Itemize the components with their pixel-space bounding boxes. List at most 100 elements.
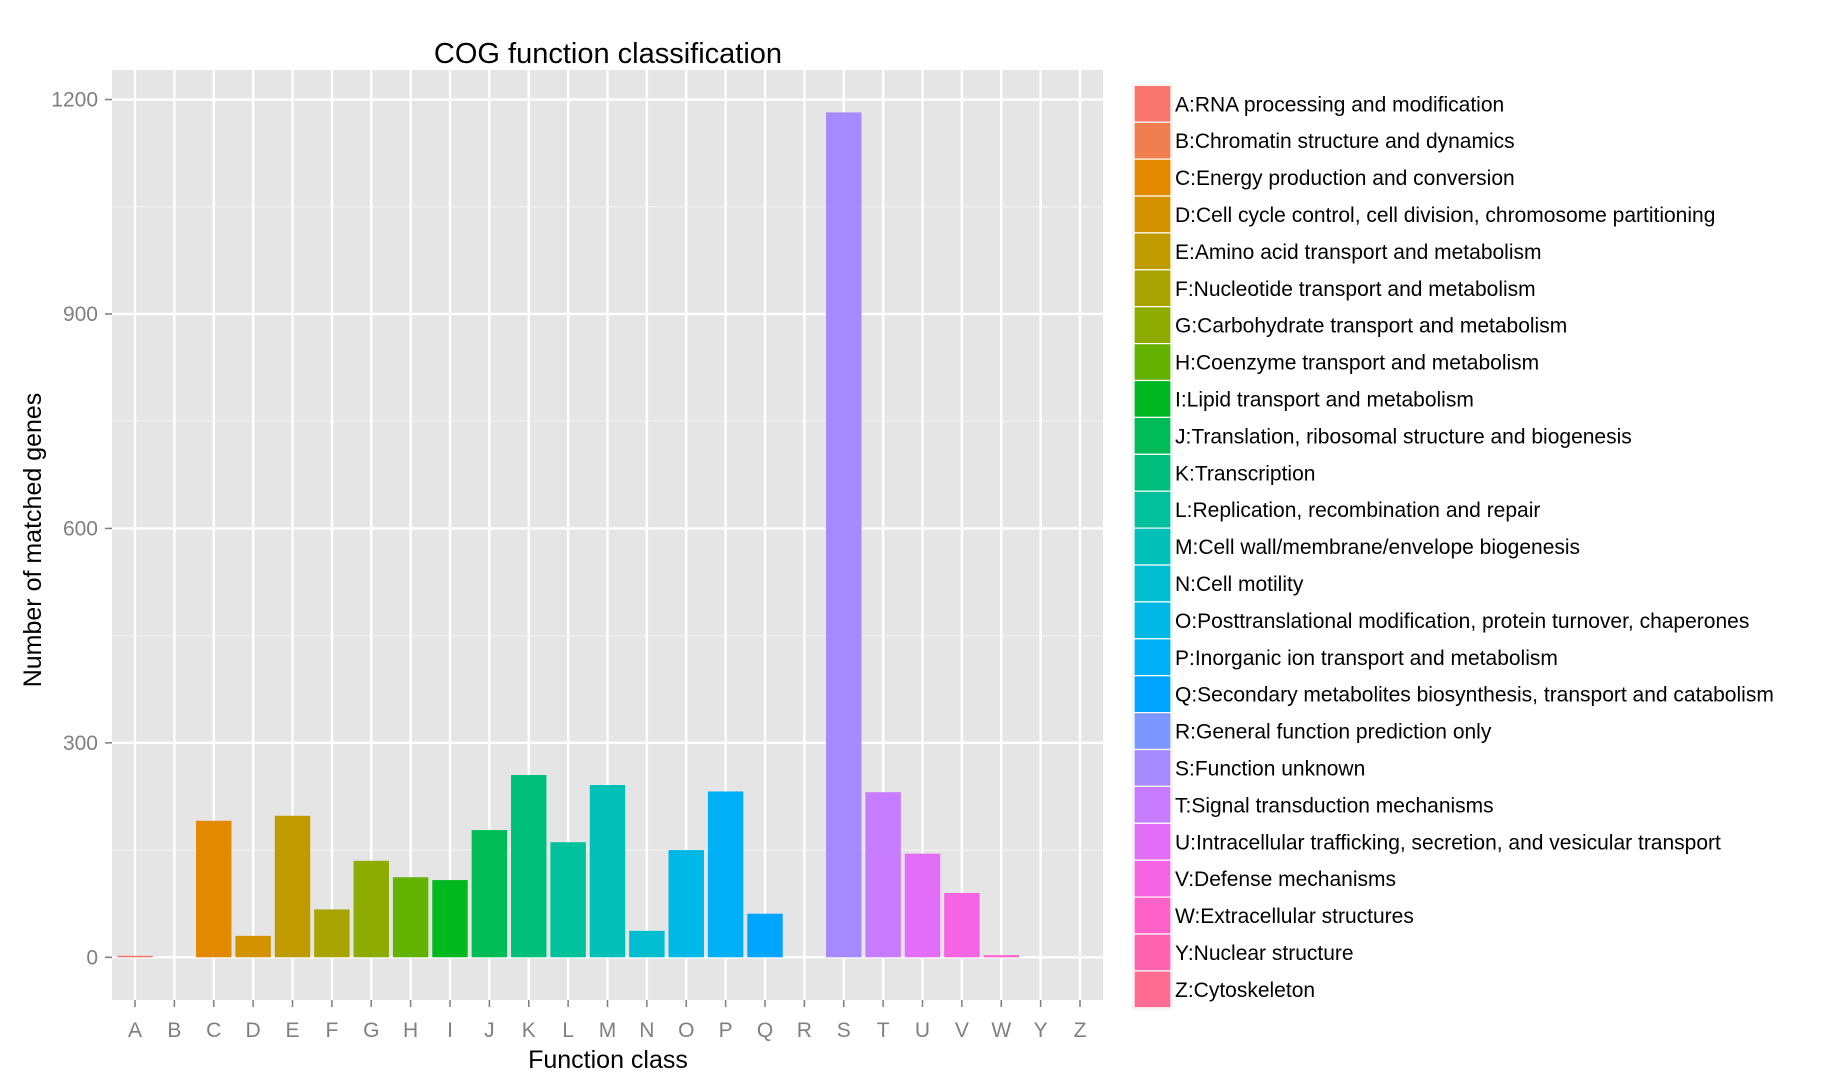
bar-D (235, 935, 271, 958)
legend-label: O:Posttranslational modification, protei… (1175, 610, 1749, 633)
bar-A (117, 955, 153, 958)
bar-P (707, 791, 744, 958)
legend-label: J:Translation, ribosomal structure and b… (1175, 425, 1632, 448)
x-tick-label: Z (1074, 1019, 1087, 1042)
bars (117, 112, 1019, 958)
legend-key-F (1133, 269, 1172, 308)
legend-key-I (1133, 379, 1172, 419)
y-tick-label: 900 (63, 303, 98, 326)
legend-key-A (1133, 84, 1172, 123)
legend-key-B (1133, 121, 1172, 160)
legend-label: R:General function prediction only (1175, 721, 1492, 744)
x-tick-label: H (403, 1019, 418, 1042)
y-axis-title: Number of matched genes (19, 393, 47, 688)
bar-W (983, 955, 1019, 958)
legend-key-M (1133, 527, 1172, 566)
x-tick-label: R (797, 1019, 812, 1042)
bar-C (196, 820, 232, 958)
legend-key-U (1133, 822, 1172, 861)
legend-item: J:Translation, ribosomal structure and b… (1133, 416, 1632, 455)
bar-G (353, 860, 389, 958)
x-tick-label: I (447, 1019, 453, 1042)
bar-O (668, 850, 704, 958)
x-tick-label: E (285, 1019, 299, 1042)
legend-key-H (1133, 343, 1172, 382)
legend-label: C:Energy production and conversion (1175, 167, 1515, 190)
chart-title: COG function classification (434, 38, 782, 70)
legend-item: L:Replication, recombination and repair (1133, 490, 1540, 529)
legend-key-D (1133, 195, 1172, 234)
bar-N (629, 930, 665, 958)
x-tick-label: P (719, 1019, 733, 1042)
y-axis: 0 300 600 900 1200 (51, 89, 112, 969)
legend-item: R:General function prediction only (1133, 711, 1492, 751)
legend-label: H:Coenzyme transport and metabolism (1175, 352, 1539, 375)
x-tick-label: V (955, 1019, 969, 1042)
legend-label: E:Amino acid transport and metabolism (1175, 241, 1542, 264)
bar-S (826, 112, 862, 958)
legend-key-Q (1133, 675, 1172, 714)
y-tick-label: 600 (63, 517, 98, 540)
legend-item: T:Signal transduction mechanisms (1133, 785, 1494, 824)
legend-item: Q:Secondary metabolites biosynthesis, tr… (1133, 675, 1774, 714)
x-axis-title: Function class (528, 1046, 688, 1074)
legend-key-T (1133, 785, 1172, 824)
bar-K (511, 775, 547, 958)
bar-E (274, 815, 311, 958)
legend-key-R (1133, 711, 1172, 751)
y-tick-label: 300 (63, 732, 98, 755)
legend-item: N:Cell motility (1133, 564, 1304, 603)
legend-key-P (1133, 638, 1172, 677)
y-tick-label: 1200 (51, 89, 98, 112)
legend-label: M:Cell wall/membrane/envelope biogenesis (1175, 536, 1580, 559)
bar-L (550, 842, 586, 958)
x-tick-label: K (522, 1019, 536, 1042)
legend-key-N (1133, 564, 1172, 603)
legend-label: W:Extracellular structures (1175, 905, 1414, 928)
x-tick-label: B (167, 1019, 181, 1042)
x-tick-label: N (639, 1019, 654, 1042)
legend-key-V (1133, 859, 1172, 898)
x-tick-label: C (206, 1019, 221, 1042)
legend-key-C (1133, 158, 1172, 197)
legend-label: P:Inorganic ion transport and metabolism (1175, 647, 1558, 670)
legend-label: Z:Cytoskeleton (1175, 979, 1315, 1002)
legend-item: W:Extracellular structures (1133, 896, 1414, 935)
bar-J (471, 830, 508, 958)
legend-key-S (1133, 748, 1172, 788)
legend-key-E (1133, 232, 1172, 271)
legend-item: Z:Cytoskeleton (1133, 970, 1315, 1009)
bar-H (392, 877, 429, 958)
legend-label: U:Intracellular trafficking, secretion, … (1175, 831, 1721, 854)
legend-item: A:RNA processing and modification (1133, 84, 1504, 123)
legend-label: G:Carbohydrate transport and metabolism (1175, 315, 1567, 338)
x-tick-label: G (363, 1019, 379, 1042)
x-tick-label: M (599, 1019, 617, 1042)
legend-label: V:Defense mechanisms (1175, 868, 1396, 891)
legend-label: T:Signal transduction mechanisms (1175, 794, 1494, 817)
x-tick-label: S (837, 1019, 851, 1042)
legend-item: B:Chromatin structure and dynamics (1133, 121, 1515, 160)
legend-label: Y:Nuclear structure (1175, 942, 1354, 965)
legend-item: P:Inorganic ion transport and metabolism (1133, 638, 1558, 677)
legend-item: E:Amino acid transport and metabolism (1133, 232, 1542, 271)
x-tick-label: W (991, 1019, 1011, 1042)
legend-key-J (1133, 416, 1172, 455)
legend-label: F:Nucleotide transport and metabolism (1175, 278, 1536, 301)
x-tick-label: F (325, 1019, 338, 1042)
legend-item: M:Cell wall/membrane/envelope biogenesis (1133, 527, 1580, 566)
legend-item: V:Defense mechanisms (1133, 859, 1396, 898)
bar-F (314, 909, 350, 958)
legend-item: Y:Nuclear structure (1133, 933, 1354, 972)
x-tick-label: J (484, 1019, 495, 1042)
legend-item: K:Transcription (1133, 453, 1315, 492)
bar-M (589, 785, 626, 958)
x-tick-label: T (877, 1019, 890, 1042)
legend-key-K (1133, 453, 1172, 492)
legend-label: B:Chromatin structure and dynamics (1175, 130, 1515, 153)
legend-label: A:RNA processing and modification (1175, 93, 1504, 116)
x-tick-label: Y (1034, 1019, 1048, 1042)
x-tick-label: U (915, 1019, 930, 1042)
